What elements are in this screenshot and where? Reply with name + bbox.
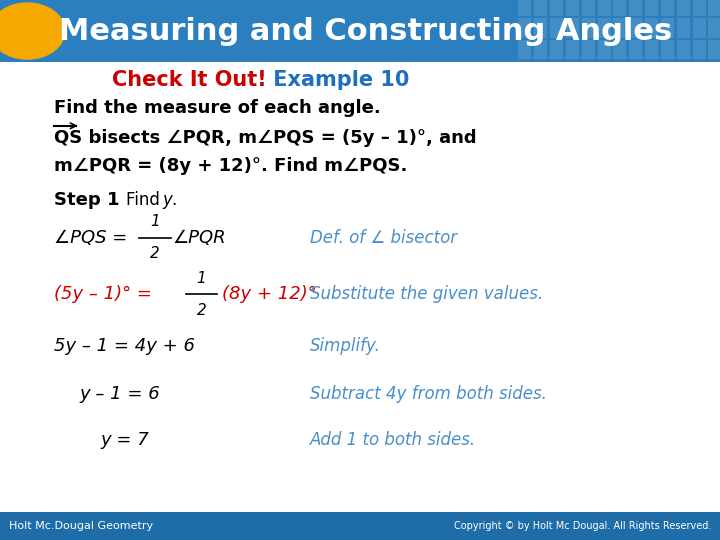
Text: Add 1 to both sides.: Add 1 to both sides. [310,431,476,449]
Text: m∠PQR = (8y + 12)°. Find m∠PQS.: m∠PQR = (8y + 12)°. Find m∠PQS. [54,157,408,175]
Text: Check It Out!: Check It Out! [112,70,266,90]
Bar [534,40,547,59]
Text: Step 1: Step 1 [54,191,120,209]
Text: Find: Find [126,191,165,209]
Text: 1: 1 [150,214,160,229]
Text: .: . [171,191,176,209]
Bar [661,40,674,59]
Text: y – 1 = 6: y – 1 = 6 [79,385,160,403]
Bar [598,18,611,38]
Text: 5y – 1 = 4y + 6: 5y – 1 = 4y + 6 [54,336,195,355]
Bar [661,0,674,16]
Text: Simplify.: Simplify. [310,336,380,355]
Text: QS bisects ∠PQR, m∠PQS = (5y – 1)°, and: QS bisects ∠PQR, m∠PQS = (5y – 1)°, and [54,129,477,147]
Text: Subtract 4y from both sides.: Subtract 4y from both sides. [310,385,546,403]
Bar [677,18,690,38]
Text: Copyright © by Holt Mc Dougal. All Rights Reserved.: Copyright © by Holt Mc Dougal. All Right… [454,521,711,531]
Text: 2: 2 [150,246,160,261]
Bar [661,18,674,38]
Bar [629,40,642,59]
Text: Substitute the given values.: Substitute the given values. [310,285,543,303]
Text: Def. of ∠ bisector: Def. of ∠ bisector [310,228,456,247]
Bar [693,18,706,38]
Text: y: y [162,191,172,209]
Bar [645,40,658,59]
Text: (5y – 1)° =: (5y – 1)° = [54,285,152,303]
Circle shape [0,3,65,59]
Text: 2: 2 [197,303,207,318]
Bar [598,40,611,59]
Bar [582,0,595,16]
Bar [550,40,563,59]
Text: 1: 1 [197,271,207,286]
Text: Measuring and Constructing Angles: Measuring and Constructing Angles [59,17,672,45]
Bar [708,40,720,59]
Bar [0,0,720,62]
Bar [534,18,547,38]
Bar [0,512,720,540]
Bar [534,0,547,16]
Bar [518,40,531,59]
Bar [613,40,626,59]
Bar [550,0,563,16]
Bar [613,0,626,16]
Bar [566,0,579,16]
Bar [693,0,706,16]
Text: (8y + 12)°: (8y + 12)° [222,285,317,303]
Bar [518,18,531,38]
Bar [629,0,642,16]
Bar [582,40,595,59]
Bar [566,18,579,38]
Bar [598,0,611,16]
Text: Find the measure of each angle.: Find the measure of each angle. [54,99,381,117]
Text: Holt Mc.Dougal Geometry: Holt Mc.Dougal Geometry [9,521,153,531]
Bar [518,0,531,16]
Bar [693,40,706,59]
Bar [582,18,595,38]
Bar [613,18,626,38]
Bar [677,0,690,16]
Text: ∠PQR: ∠PQR [173,228,226,247]
Bar [708,18,720,38]
Text: y = 7: y = 7 [101,431,150,449]
Bar [645,0,658,16]
Bar [566,40,579,59]
Bar [708,0,720,16]
Text: Example 10: Example 10 [266,70,410,90]
Bar [550,18,563,38]
Text: ∠PQS =: ∠PQS = [54,228,127,247]
Bar [645,18,658,38]
Bar [677,40,690,59]
Bar [629,18,642,38]
